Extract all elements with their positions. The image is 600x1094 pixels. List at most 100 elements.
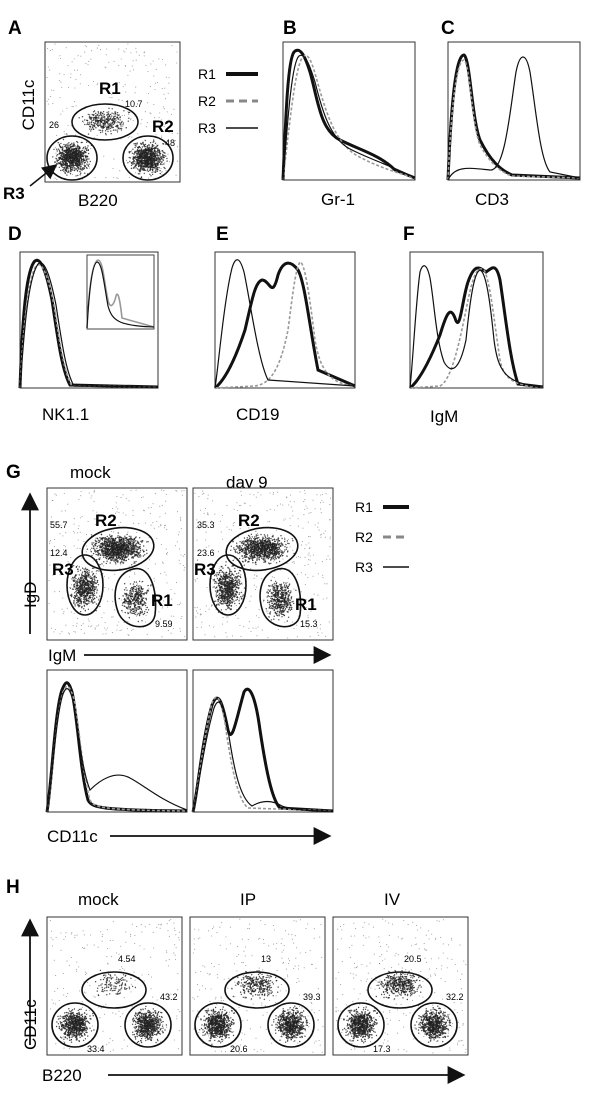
panel-label-c: C	[441, 18, 455, 39]
panel-label-f: F	[403, 224, 415, 245]
panel-g-day9-hist-r2	[192, 696, 334, 813]
panel-g-day9-gate-label-r1: R1	[295, 595, 317, 614]
panel-h-iv-scatter-dots	[335, 918, 467, 1054]
panel-g-mock-gate-label-r2: R2	[95, 511, 117, 530]
panel-h-ylabel: CD11c	[21, 999, 40, 1050]
legend-top-r2-label: R2	[198, 93, 216, 109]
panel-g-day9-gate-r2	[225, 526, 299, 572]
panel-d-inset-frame	[86, 254, 155, 330]
panel-g-mock-gate-label-r3: R3	[52, 560, 74, 579]
panel-e-hist-r1	[214, 261, 356, 390]
panel-g-mock-percent-r1: 9.59	[155, 619, 173, 629]
panel-a-r3-arrow	[29, 164, 58, 187]
panel-h-ip-percent-bottom: 20.6	[230, 1044, 248, 1054]
panel-g-mock-hist-frame	[46, 669, 188, 813]
panel-e: E CD19	[214, 224, 356, 424]
legend-top-r1-label: R1	[198, 66, 216, 82]
panel-e-hist-r3	[214, 259, 356, 389]
panel-label-h: H	[6, 877, 20, 898]
panel-c-plot-frame	[447, 41, 581, 181]
panel-h-iv-percent-bottom: 17.3	[373, 1044, 391, 1054]
panel-b-hist-r1	[281, 48, 416, 181]
panel-h-iv-gate-right	[410, 1002, 458, 1048]
panel-h-ip-gate-top	[224, 971, 290, 1009]
panel-d-xlabel: NK1.1	[42, 405, 89, 424]
panel-f-xlabel: IgM	[430, 407, 458, 426]
panel-label-d: D	[8, 224, 22, 245]
panel-label-e: E	[216, 224, 229, 245]
panel-g-mock-gate-r3	[66, 554, 104, 616]
panel-h-mock-percent-bottom: 33.4	[87, 1044, 105, 1054]
panel-h-iv-gate-left	[337, 1002, 385, 1048]
panel-a-gate-r3	[46, 135, 98, 181]
panel-b-hist-r3	[282, 54, 416, 181]
panel-b-plot-frame	[282, 41, 416, 181]
panel-h-mock-percent-top: 4.54	[118, 954, 136, 964]
panel-g-legend-r1-label: R1	[355, 499, 373, 515]
panel-g-xlabel-bottom: CD11c	[47, 827, 98, 846]
panel-h-mock-gate-left	[51, 1002, 99, 1048]
panel-g-legend-r3-label: R3	[355, 559, 373, 575]
panel-g-day9-percent-r2: 35.3	[197, 520, 215, 530]
panel-h-mock-percent-right: 43.2	[160, 992, 178, 1002]
panel-g-day9-scatter-dots	[194, 489, 332, 639]
panel-g-day9-gate-label-r3: R3	[194, 560, 216, 579]
panel-g-mock-gate-label-r1: R1	[151, 591, 173, 610]
panel-a-gate-r1	[71, 103, 139, 141]
panel-f-hist-r1	[408, 266, 544, 390]
panel-g-day9-gate-r1	[259, 567, 302, 628]
panel-a-gate-label-r2: R2	[152, 117, 174, 136]
panel-h-ip-gate-right	[267, 1002, 315, 1048]
legend-top: R1 R2 R3	[198, 66, 258, 136]
panel-e-xlabel: CD19	[236, 405, 279, 424]
panel-g-ylabel: IgD	[21, 582, 40, 608]
panel-g-mock-gate-r2	[81, 526, 155, 572]
panel-d-hist-r3	[19, 262, 159, 389]
panel-g-day9-hist-r3	[192, 701, 334, 813]
panel-g-mock-scatter-dots	[48, 489, 186, 638]
panel-a-gate-r2	[122, 135, 174, 181]
panel-h-ip-scatter-dots	[192, 918, 324, 1054]
panel-g-mock-scatter-frame	[46, 487, 188, 641]
panel-g: G mock day 9 R2 R3 R1 55.7 12.4 9.59 R2 …	[6, 462, 409, 846]
panel-d-hist-r1	[18, 258, 159, 389]
panel-g-day9-percent-r3: 23.6	[197, 548, 215, 558]
panel-h-iv-percent-top: 20.5	[404, 954, 422, 964]
panel-f: F IgM	[403, 224, 544, 426]
panel-h-title-ip: IP	[240, 890, 256, 909]
panel-g-mock-percent-r2: 55.7	[50, 520, 68, 530]
panel-a-scatter-dots	[46, 43, 179, 181]
panel-label-b: B	[283, 18, 297, 39]
panel-a-gate-label-r3: R3	[3, 184, 25, 203]
panel-h-mock-scatter-dots	[49, 918, 181, 1053]
panel-h-ip-percent-top: 13	[261, 954, 271, 964]
panel-a: A R1 R2 R3 10.7 48 26 CD11c B220	[3, 18, 181, 210]
panel-a-xlabel: B220	[78, 191, 118, 210]
panel-d: D NK1.1	[8, 224, 159, 424]
panel-g-title-mock: mock	[70, 463, 111, 482]
panel-a-gate-label-r1: R1	[99, 79, 121, 98]
panel-g-mock-percent-r3: 12.4	[50, 548, 68, 558]
panel-g-mock-gate-r1	[114, 567, 157, 628]
panel-b: B Gr-1	[281, 18, 416, 209]
panel-g-mock-hist-r2	[46, 685, 188, 813]
panel-a-percent-r2: 48	[165, 138, 175, 148]
panel-b-xlabel: Gr-1	[321, 190, 355, 209]
panel-label-a: A	[8, 18, 22, 39]
panel-a-percent-r1: 10.7	[125, 99, 143, 109]
panel-c-xlabel: CD3	[475, 190, 509, 209]
panel-g-day9-gate-r3	[209, 554, 247, 616]
panel-h-title-iv: IV	[384, 890, 401, 909]
panel-g-title-day9: day 9	[226, 473, 268, 492]
panel-h-ip-gate-left	[194, 1002, 242, 1048]
panel-h-mock-gate-top	[81, 971, 147, 1009]
panel-h-iv-percent-right: 32.2	[446, 992, 464, 1002]
panel-h-ip-percent-right: 39.3	[303, 992, 321, 1002]
panel-g-day9-gate-label-r2: R2	[238, 511, 260, 530]
panel-h-xlabel: B220	[42, 1066, 82, 1085]
panel-g-day9-scatter-frame	[192, 487, 334, 641]
panel-a-percent-r3: 26	[49, 120, 59, 130]
panel-c-hist-r3	[447, 56, 581, 181]
panel-d-hist-r2	[19, 263, 159, 389]
